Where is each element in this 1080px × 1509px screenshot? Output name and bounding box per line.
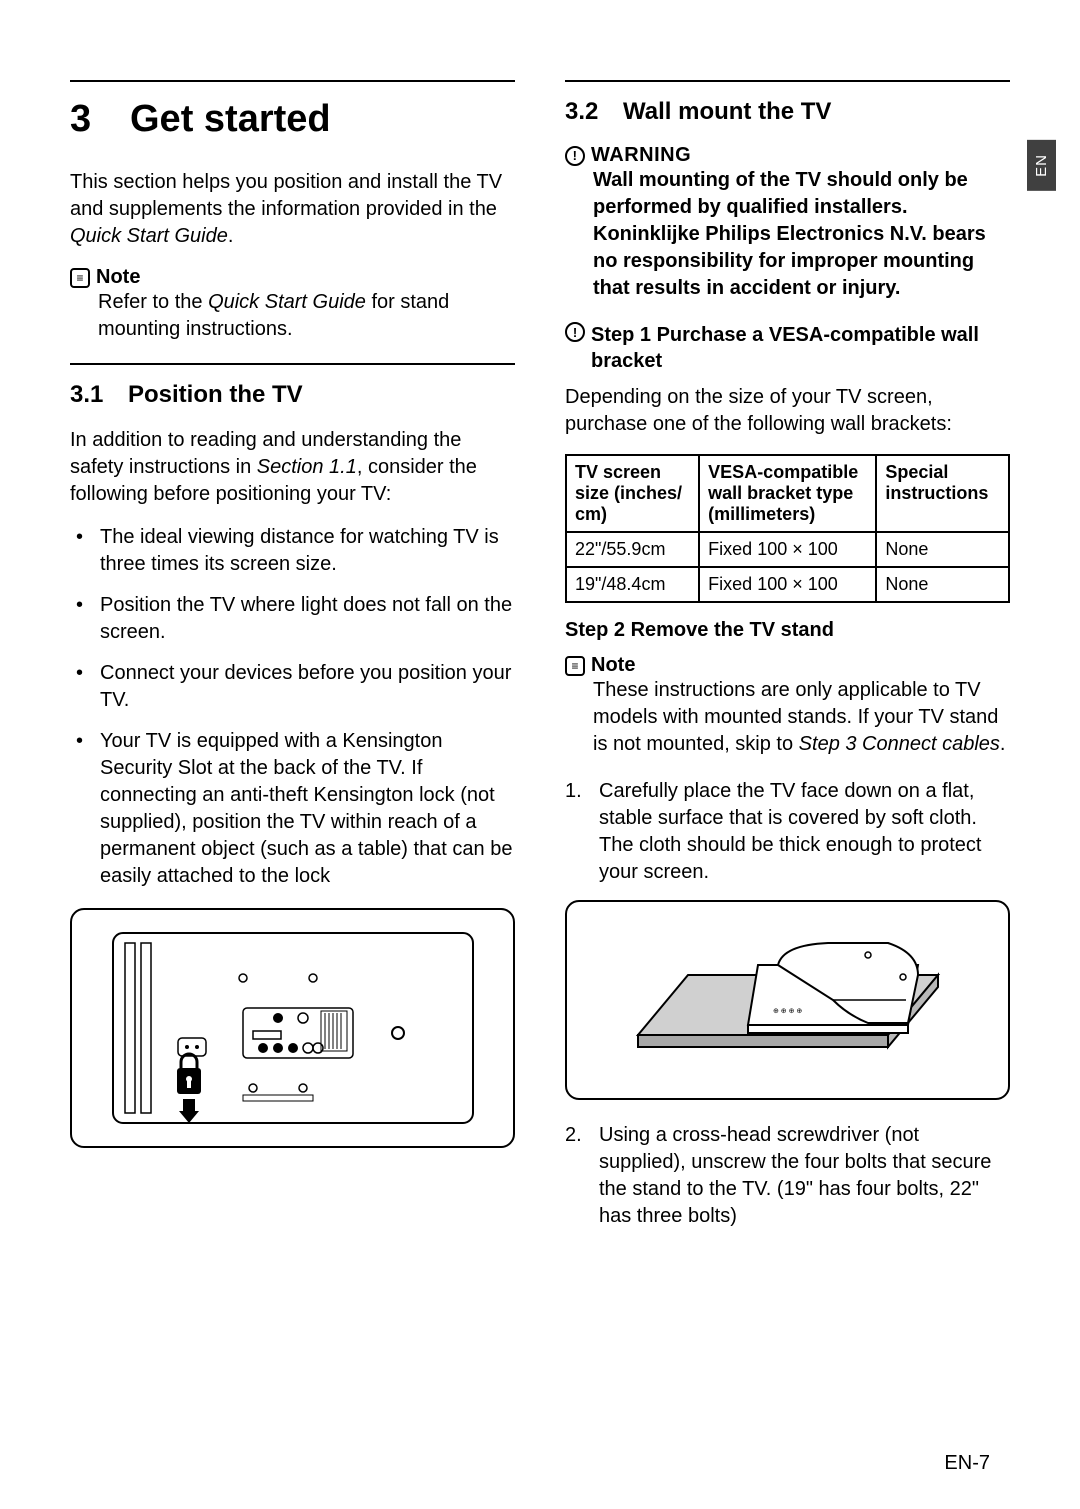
figure-remove-stand: ⊕ ⊕ ⊕ ⊕ — [565, 900, 1010, 1100]
intro-text-pre: This section helps you position and inst… — [70, 171, 502, 220]
intro-text-italic: Quick Start Guide — [70, 225, 228, 247]
note-body-italic: Step 3 Connect cables — [799, 733, 1000, 755]
table-header: Special instructions — [876, 455, 1009, 532]
left-column: 3Get started This section helps you posi… — [70, 80, 515, 1244]
list-item: Connect your devices before you position… — [70, 660, 515, 714]
warning-icon: ! — [565, 322, 585, 342]
list-text: Using a cross-head screwdriver (not supp… — [599, 1124, 991, 1227]
table-cell: 19"/48.4cm — [566, 567, 699, 602]
tv-back-illustration — [103, 923, 483, 1133]
warning-body: Wall mounting of the TV should only be p… — [593, 167, 1010, 302]
list-number: 2. — [565, 1122, 582, 1149]
note-body: These instructions are only applicable t… — [593, 677, 1010, 758]
note-block: ≡ Note These instructions are only appli… — [565, 654, 1010, 758]
note-body-pre: Refer to the — [98, 291, 208, 313]
table-row: 22"/55.9cm Fixed 100 × 100 None — [566, 532, 1009, 567]
table-cell: None — [876, 567, 1009, 602]
section-title: Wall mount the TV — [623, 98, 831, 125]
warning-label: WARNING — [591, 144, 691, 167]
section-number: 3.1 — [70, 381, 128, 409]
list-item: Position the TV where light does not fal… — [70, 592, 515, 646]
step-1-para: Depending on the size of your TV screen,… — [565, 384, 1010, 438]
table-row: 19"/48.4cm Fixed 100 × 100 None — [566, 567, 1009, 602]
content-columns: 3Get started This section helps you posi… — [70, 80, 1010, 1244]
section-3-1-para: In addition to reading and understanding… — [70, 427, 515, 508]
table-header: TV screen size (inches/ cm) — [566, 455, 699, 532]
warning-block: ! WARNING Wall mounting of the TV should… — [565, 144, 1010, 302]
note-block: ≡ Note Refer to the Quick Start Guide fo… — [70, 266, 515, 343]
tv-stand-illustration: ⊕ ⊕ ⊕ ⊕ — [608, 915, 968, 1085]
note-icon: ≡ — [565, 656, 585, 676]
chapter-heading: 3Get started — [70, 98, 515, 141]
table-cell: Fixed 100 × 100 — [699, 532, 876, 567]
section-title: Position the TV — [128, 381, 303, 408]
note-heading: ≡ Note — [70, 266, 515, 289]
svg-text:⊕ ⊕ ⊕ ⊕: ⊕ ⊕ ⊕ ⊕ — [773, 1008, 802, 1015]
chapter-title: Get started — [130, 98, 331, 140]
table-header-row: TV screen size (inches/ cm) VESA-compati… — [566, 455, 1009, 532]
horizontal-rule — [565, 80, 1010, 82]
horizontal-rule — [70, 363, 515, 365]
para-italic: Section 1.1 — [257, 456, 357, 478]
figure-kensington-slot — [70, 908, 515, 1148]
table-header: VESA-compatible wall bracket type (milli… — [699, 455, 876, 532]
table-cell: Fixed 100 × 100 — [699, 567, 876, 602]
note-body-italic: Quick Start Guide — [208, 291, 366, 313]
step-1-heading: ! Step 1 Purchase a VESA-compatible wall… — [565, 322, 1010, 374]
warning-heading: ! WARNING — [565, 144, 1010, 167]
language-tab: EN — [1027, 140, 1056, 191]
note-label: Note — [96, 266, 140, 289]
chapter-number: 3 — [70, 98, 130, 141]
intro-text-post: . — [228, 225, 234, 247]
note-heading: ≡ Note — [565, 654, 1010, 677]
section-number: 3.2 — [565, 98, 623, 126]
page-number: EN-7 — [944, 1452, 990, 1475]
note-body-post: . — [1000, 733, 1006, 755]
note-label: Note — [591, 654, 635, 677]
right-column: 3.2Wall mount the TV ! WARNING Wall moun… — [565, 80, 1010, 1244]
warning-icon: ! — [565, 146, 585, 166]
list-item: 1. Carefully place the TV face down on a … — [565, 778, 1010, 886]
table-cell: 22"/55.9cm — [566, 532, 699, 567]
note-icon: ≡ — [70, 268, 90, 288]
list-number: 1. — [565, 778, 582, 805]
step-1-label: Step 1 Purchase a VESA-compatible wall b… — [591, 322, 1010, 374]
numbered-list: 1. Carefully place the TV face down on a … — [565, 778, 1010, 886]
horizontal-rule — [70, 80, 515, 82]
note-body: Refer to the Quick Start Guide for stand… — [98, 289, 515, 343]
step-2-heading: Step 2 Remove the TV stand — [565, 619, 1010, 642]
table-cell: None — [876, 532, 1009, 567]
list-item: Your TV is equipped with a Kensington Se… — [70, 728, 515, 890]
bullet-list: The ideal viewing distance for watching … — [70, 524, 515, 890]
list-text: Carefully place the TV face down on a fl… — [599, 780, 981, 883]
numbered-list: 2. Using a cross-head screwdriver (not su… — [565, 1122, 1010, 1230]
section-3-2-heading: 3.2Wall mount the TV — [565, 98, 1010, 126]
vesa-table: TV screen size (inches/ cm) VESA-compati… — [565, 454, 1010, 603]
list-item: 2. Using a cross-head screwdriver (not su… — [565, 1122, 1010, 1230]
list-item: The ideal viewing distance for watching … — [70, 524, 515, 578]
section-3-1-heading: 3.1Position the TV — [70, 381, 515, 409]
intro-paragraph: This section helps you position and inst… — [70, 169, 515, 250]
